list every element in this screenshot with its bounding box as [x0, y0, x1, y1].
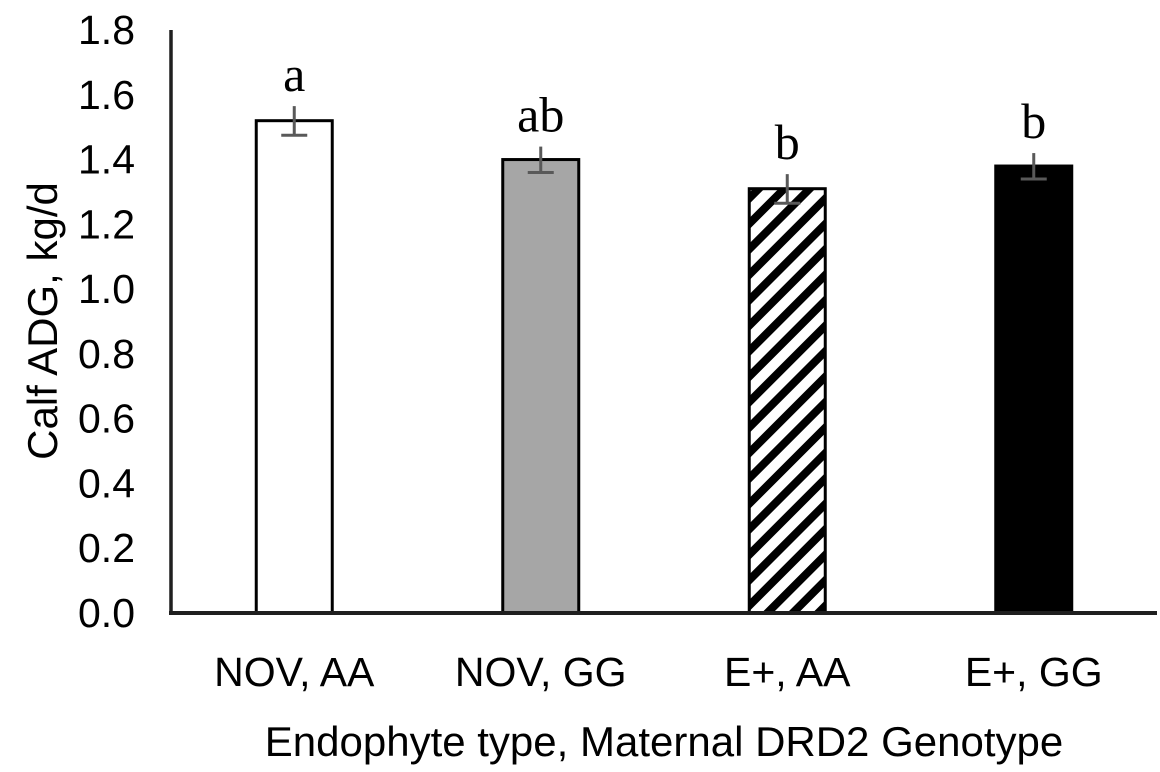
- y-tick-label: 1.6: [78, 72, 135, 118]
- bar-e-aa: [747, 187, 827, 615]
- y-axis-title: Calf ADG, kg/d: [19, 182, 66, 460]
- significance-letter: ab: [517, 87, 564, 143]
- x-tick-label: NOV, GG: [455, 649, 627, 695]
- x-tick-label: E+, GG: [965, 649, 1103, 695]
- x-axis-title: Endophyte type, Maternal DRD2 Genotype: [265, 718, 1063, 765]
- x-tick-label: NOV, AA: [214, 649, 375, 695]
- significance-letter: a: [283, 46, 305, 102]
- bar-e-gg: [994, 164, 1074, 615]
- y-tick-label: 1.8: [78, 7, 135, 53]
- significance-letter: b: [775, 114, 800, 170]
- x-tick-label: E+, AA: [724, 649, 851, 695]
- y-tick-label: 1.4: [78, 137, 135, 183]
- y-tick-label: 0.2: [78, 525, 135, 571]
- y-tick-label: 1.0: [78, 266, 135, 312]
- y-tick-label: 1.2: [78, 201, 135, 247]
- y-tick-label: 0.8: [78, 331, 135, 377]
- bar-nov-aa: [254, 119, 334, 615]
- bar-nov-gg: [501, 158, 581, 615]
- y-tick-label: 0.4: [78, 460, 135, 506]
- y-tick-label: 0.6: [78, 396, 135, 442]
- significance-letter: b: [1021, 93, 1046, 149]
- y-tick-label: 0.0: [78, 590, 135, 636]
